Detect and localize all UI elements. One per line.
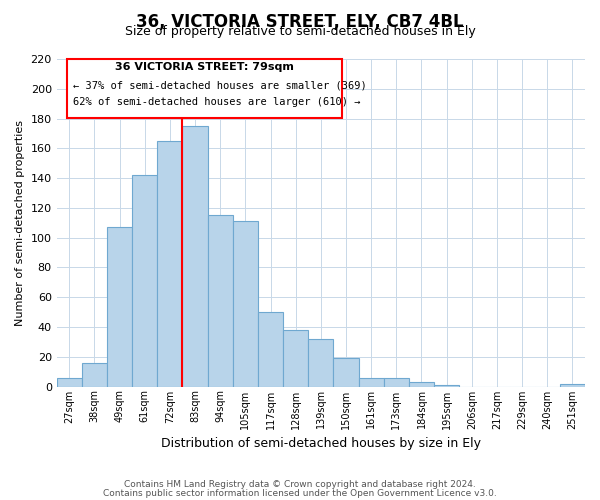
Bar (434, 385, 459, 386)
Bar (132, 175, 157, 386)
Y-axis label: Number of semi-detached properties: Number of semi-detached properties (15, 120, 25, 326)
Bar (384, 378, 409, 386)
Bar (82, 362, 107, 386)
Bar (182, 126, 208, 386)
Text: Contains public sector information licensed under the Open Government Licence v3: Contains public sector information licen… (103, 488, 497, 498)
Bar (359, 378, 384, 386)
Bar (233, 222, 258, 386)
Bar (308, 339, 334, 386)
Text: 36 VICTORIA STREET: 79sqm: 36 VICTORIA STREET: 79sqm (115, 62, 294, 72)
Text: 62% of semi-detached houses are larger (610) →: 62% of semi-detached houses are larger (… (73, 96, 360, 106)
Text: Size of property relative to semi-detached houses in Ely: Size of property relative to semi-detach… (125, 25, 475, 38)
Bar (56, 378, 82, 386)
Bar (208, 216, 233, 386)
Bar (409, 382, 434, 386)
Text: ← 37% of semi-detached houses are smaller (369): ← 37% of semi-detached houses are smalle… (73, 80, 366, 90)
Bar (334, 358, 359, 386)
Bar (157, 141, 182, 386)
Bar (283, 330, 308, 386)
Bar (107, 227, 132, 386)
Text: Contains HM Land Registry data © Crown copyright and database right 2024.: Contains HM Land Registry data © Crown c… (124, 480, 476, 489)
X-axis label: Distribution of semi-detached houses by size in Ely: Distribution of semi-detached houses by … (161, 437, 481, 450)
Bar (258, 312, 283, 386)
FancyBboxPatch shape (67, 59, 342, 118)
Bar (560, 384, 585, 386)
Text: 36, VICTORIA STREET, ELY, CB7 4BL: 36, VICTORIA STREET, ELY, CB7 4BL (136, 12, 464, 30)
